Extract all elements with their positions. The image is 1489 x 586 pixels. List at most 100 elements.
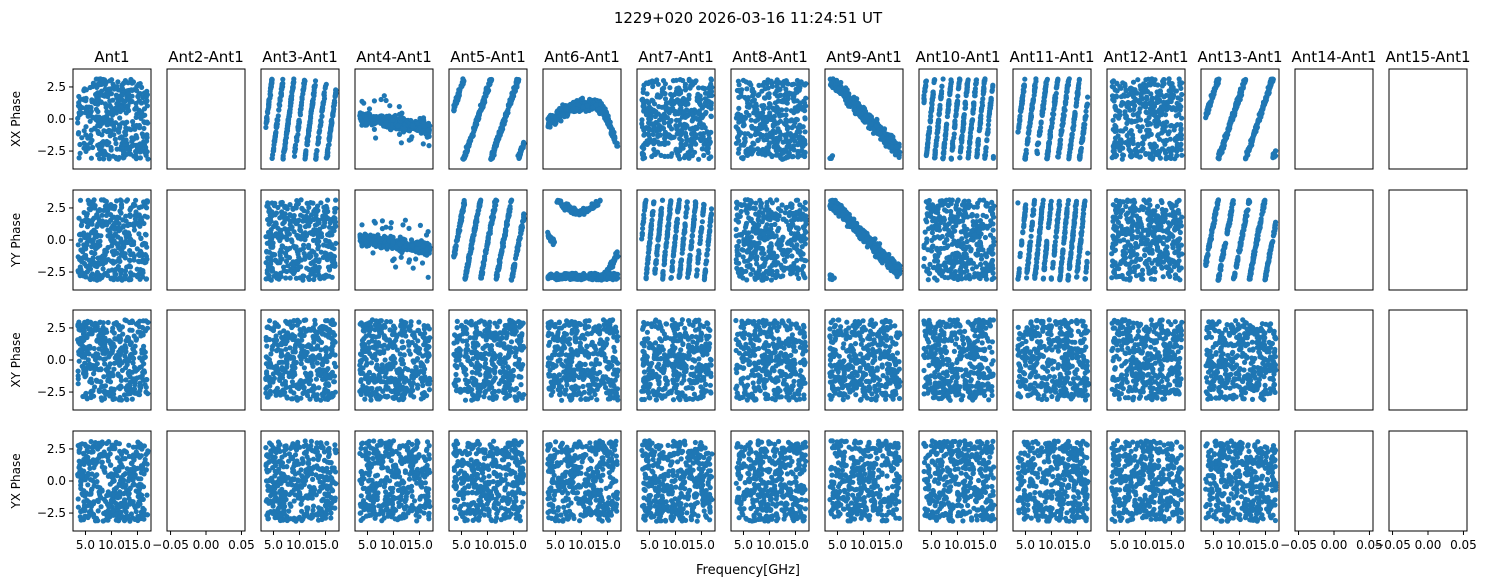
data-point [120,331,126,337]
column-title: Ant2-Ant1 [168,48,243,66]
data-point [425,121,431,128]
data-point [401,479,407,486]
data-point [132,202,138,208]
data-point [359,222,365,228]
data-point [125,91,132,97]
data-point [89,230,95,236]
data-point [78,479,84,485]
data-point [382,374,388,380]
data-point [138,497,144,503]
data-point [299,94,305,100]
data-point [283,384,289,390]
data-point [312,78,319,84]
data-point [414,509,420,515]
data-point [92,263,98,269]
data-point [135,329,141,335]
data-point [295,442,301,449]
data-point [106,364,112,370]
data-point [122,251,128,257]
data-point [137,155,143,161]
data-point [268,484,274,491]
data-point [316,220,322,226]
data-point [130,122,137,129]
data-point [140,318,146,324]
data-point [325,197,331,203]
data-point [295,317,301,323]
data-point [144,325,151,331]
data-point [398,323,404,329]
data-point [126,358,132,364]
data-point [82,507,88,513]
data-point [296,340,302,346]
data-point [313,252,319,258]
data-point [370,333,376,339]
x-tick-label: 5.0 [358,538,377,552]
data-point [322,85,328,91]
data-point [76,110,82,116]
data-point [407,340,413,346]
data-point [144,512,151,518]
data-point [75,504,81,510]
data-point [135,490,141,496]
data-point [391,339,397,345]
data-point [135,439,141,445]
data-point [128,272,134,278]
data-point [141,471,147,477]
data-point [394,481,401,487]
data-point [425,338,431,344]
data-point [104,142,110,148]
data-point [359,472,366,478]
data-point [265,394,271,400]
data-point [134,213,140,219]
data-point [311,276,317,283]
data-point [357,358,363,364]
y-axis-label: YY Phase [9,213,23,268]
data-point [105,458,111,464]
data-point [131,253,137,259]
data-point [95,81,101,87]
data-point [388,220,394,226]
data-point [315,134,321,141]
data-point [75,373,81,379]
data-point [118,202,125,208]
y-tick-label: 2.5 [47,80,66,94]
data-point [133,133,139,139]
data-point [94,96,100,103]
data-point [333,223,339,229]
data-point [303,328,309,334]
data-point [264,249,270,255]
data-point [384,506,390,512]
data-point [106,86,112,92]
data-point [127,236,133,242]
data-point [98,233,104,239]
data-point [283,443,289,449]
data-point [292,259,298,265]
subplot: 5.0 10.0 15.0 [354,430,434,552]
data-point [79,105,85,111]
data-point [134,246,140,252]
data-point [130,119,136,125]
data-point [312,355,318,361]
data-point [318,122,324,128]
axes-frame [166,189,246,291]
data-point [413,454,419,460]
data-point [279,489,285,495]
data-point [396,104,402,110]
data-point [302,155,308,161]
data-point [359,98,365,104]
data-point [300,380,306,386]
data-point [264,270,270,276]
data-point [117,115,123,121]
data-point [84,213,90,219]
data-point [137,384,143,390]
data-point [311,485,317,491]
column-title: Ant5-Ant1 [450,48,525,66]
data-point [264,109,271,115]
data-point [416,319,422,325]
data-point [135,322,141,328]
data-point [99,218,105,224]
data-point [403,375,409,381]
data-point [381,93,387,99]
data-point [137,223,143,229]
data-point [290,205,296,211]
